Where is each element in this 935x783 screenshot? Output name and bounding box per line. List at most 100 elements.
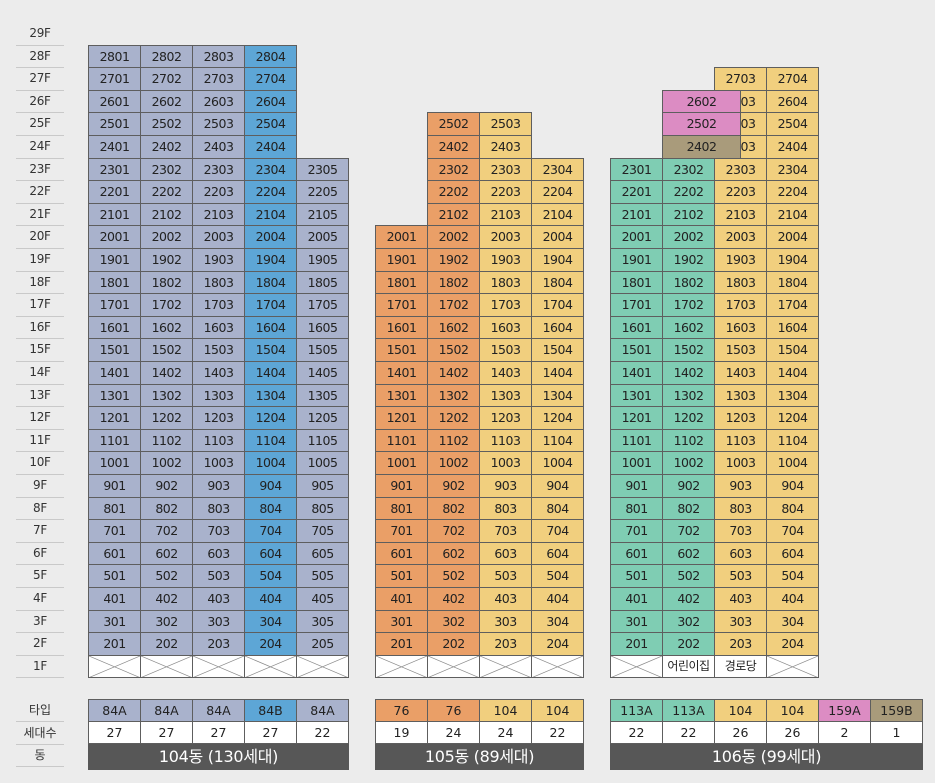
unit-cell: 2303 [714, 157, 767, 182]
household-count-cell: 19 [375, 722, 428, 744]
unit-cell: 2502 [140, 112, 193, 136]
building-name: 105동 (89세대) [375, 744, 584, 770]
unit-cell: 1803 [714, 270, 767, 295]
type-cell: 113A [662, 699, 715, 722]
unit-cell: 2703 [192, 67, 245, 91]
type-cell: 159B [870, 699, 923, 722]
unit-cell: 601 [88, 541, 141, 566]
unit-cell: 1901 [88, 248, 141, 272]
unit-cell: 1704 [244, 293, 297, 317]
unit-cell: 1703 [714, 293, 767, 317]
table-label-building: 동 [16, 744, 64, 767]
unit-cell: 1601 [610, 315, 663, 340]
unit-cell: 2804 [244, 44, 297, 69]
unit-cell: 2704 [766, 67, 819, 91]
unit-cell: 1404 [766, 361, 819, 385]
unit-cell: 2203 [192, 180, 245, 204]
unit-cell: 2102 [140, 202, 193, 227]
unit-cell: 2101 [88, 202, 141, 227]
unit-cell: 2303 [479, 157, 532, 182]
unit-cell: 1603 [479, 315, 532, 340]
unit-cell: 2304 [766, 157, 819, 182]
unit-cell: 1404 [531, 361, 584, 385]
unit-cell: 803 [714, 496, 767, 521]
unit-cell: 401 [88, 587, 141, 611]
unit-cell: 1802 [427, 270, 480, 295]
unit-cell: 1803 [479, 270, 532, 295]
unit-cell: 1801 [375, 270, 428, 295]
unit-cell: 1101 [610, 428, 663, 453]
unit-cell: 302 [427, 609, 480, 634]
unit-cell: 905 [296, 474, 349, 498]
floor-label: 24F [16, 135, 64, 159]
unit-cell: 2604 [244, 89, 297, 114]
unit-cell: 1402 [427, 361, 480, 385]
unit-cell: 1501 [375, 338, 428, 362]
unit-cell: 1105 [296, 428, 349, 453]
unit-cell: 603 [714, 541, 767, 566]
unit-cell: 203 [479, 632, 532, 656]
floor-label: 23F [16, 158, 64, 182]
unit-cell: 2202 [140, 180, 193, 204]
unit-cell: 1302 [427, 383, 480, 408]
unit-cell: 305 [296, 609, 349, 634]
unit-cell: 2003 [192, 225, 245, 249]
unit-cell: 401 [610, 587, 663, 611]
unit-cell: 2304 [531, 157, 584, 182]
unit-cell: 1502 [140, 338, 193, 362]
unit-cell: 2104 [766, 202, 819, 227]
unit-cell: 403 [479, 587, 532, 611]
unit-cell: 302 [662, 609, 715, 634]
unit-cell: 404 [531, 587, 584, 611]
unit-cell-special-type: 2602 [662, 89, 741, 114]
unit-cell: 1702 [140, 293, 193, 317]
unit-cell: 1403 [479, 361, 532, 385]
unit-cell: 904 [531, 474, 584, 498]
unit-cell: 1901 [610, 248, 663, 272]
unit-cell: 304 [531, 609, 584, 634]
unit-cell: 404 [244, 587, 297, 611]
unit-cell: 1702 [662, 293, 715, 317]
unit-cell: 1901 [375, 248, 428, 272]
unit-cell: 802 [140, 496, 193, 521]
floor-label: 7F [16, 519, 64, 543]
unit-cell: 2803 [192, 44, 245, 69]
unit-cell: 1804 [766, 270, 819, 295]
unit-cell: 202 [140, 632, 193, 656]
floor-label: 28F [16, 45, 64, 69]
floor-label: 10F [16, 451, 64, 475]
unit-cell: 803 [479, 496, 532, 521]
unit-cell: 203 [192, 632, 245, 656]
type-cell: 104 [714, 699, 767, 722]
unit-cell: 702 [662, 519, 715, 543]
type-cell: 84A [296, 699, 349, 722]
unit-cell: 304 [766, 609, 819, 634]
unit-cell: 1001 [610, 451, 663, 475]
unit-cell: 1101 [375, 428, 428, 453]
unit-cell: 2005 [296, 225, 349, 249]
ground-floor-cell [610, 654, 663, 679]
unit-cell: 1704 [531, 293, 584, 317]
unit-cell: 801 [610, 496, 663, 521]
unit-cell: 2202 [662, 180, 715, 204]
unit-cell: 1205 [296, 406, 349, 430]
unit-cell: 2403 [479, 135, 532, 159]
unit-cell: 1703 [192, 293, 245, 317]
unit-cell-special-type: 2502 [662, 112, 741, 136]
unit-cell: 703 [192, 519, 245, 543]
floor-label: 22F [16, 180, 64, 204]
household-count-cell: 27 [88, 722, 141, 744]
unit-cell: 202 [427, 632, 480, 656]
unit-cell: 804 [244, 496, 297, 521]
unit-cell: 1504 [244, 338, 297, 362]
floor-label: 11F [16, 429, 64, 453]
ground-floor-cell [766, 654, 819, 679]
building-name: 104동 (130세대) [88, 744, 349, 770]
type-cell: 84A [140, 699, 193, 722]
unit-cell: 1202 [427, 406, 480, 430]
unit-cell: 504 [766, 564, 819, 588]
unit-cell: 401 [375, 587, 428, 611]
unit-cell: 1404 [244, 361, 297, 385]
unit-cell: 901 [88, 474, 141, 498]
